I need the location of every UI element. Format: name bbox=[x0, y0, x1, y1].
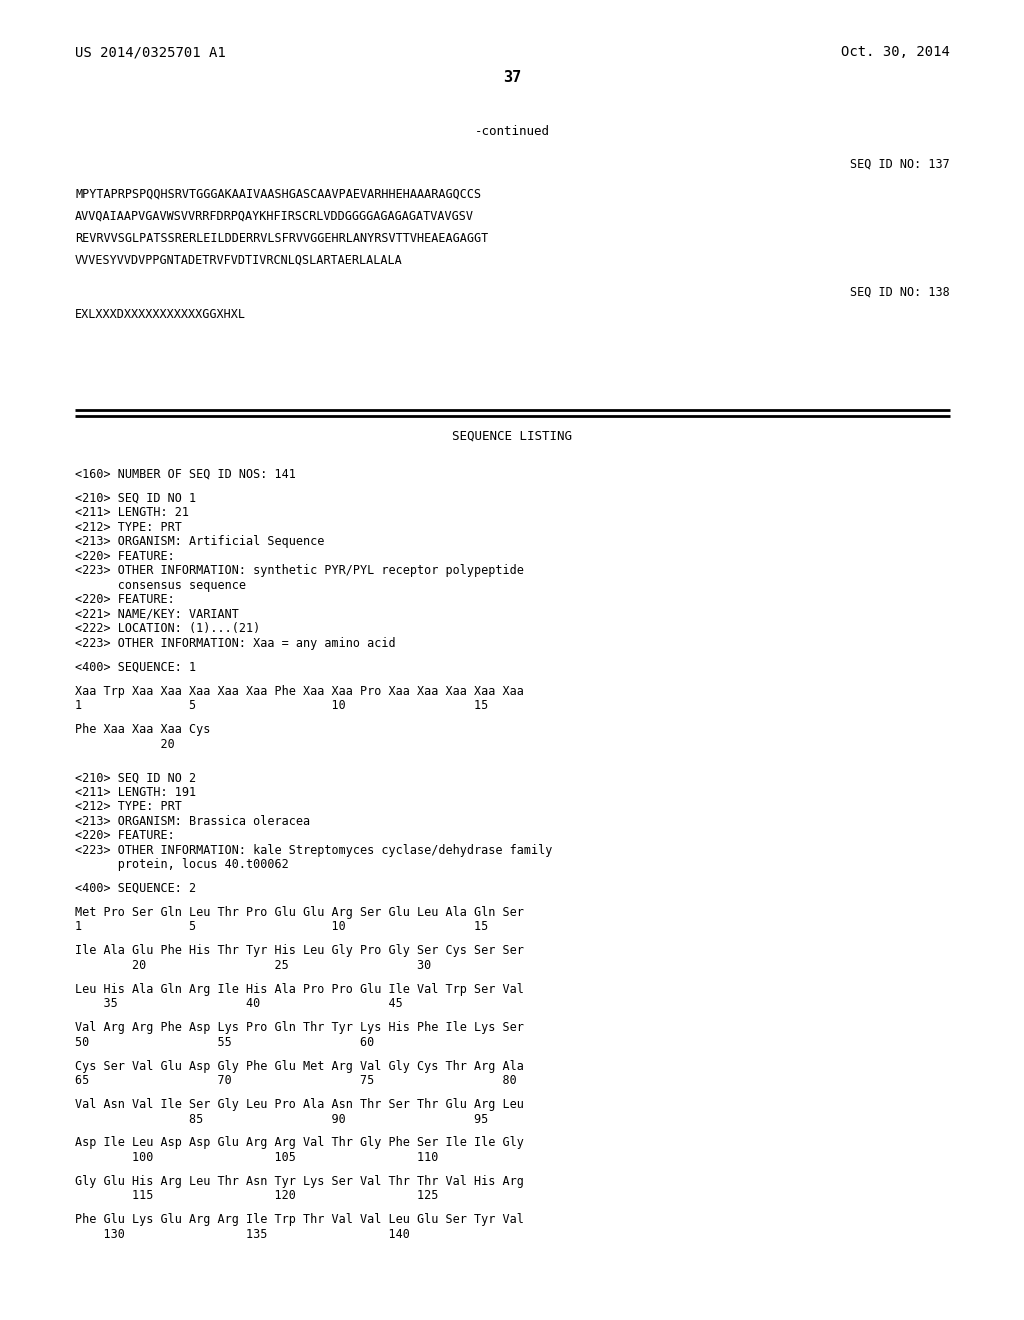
Text: 100                 105                 110: 100 105 110 bbox=[75, 1151, 438, 1164]
Text: 65                  70                  75                  80: 65 70 75 80 bbox=[75, 1074, 517, 1088]
Text: <222> LOCATION: (1)...(21): <222> LOCATION: (1)...(21) bbox=[75, 623, 260, 635]
Text: Cys Ser Val Glu Asp Gly Phe Glu Met Arg Val Gly Cys Thr Arg Ala: Cys Ser Val Glu Asp Gly Phe Glu Met Arg … bbox=[75, 1060, 524, 1073]
Text: SEQ ID NO: 137: SEQ ID NO: 137 bbox=[850, 158, 950, 172]
Text: AVVQAIAAPVGAVWSVVRRFDRPQAYKHFIRSCRLVDDGGGGAGAGAGATVAVGSV: AVVQAIAAPVGAVWSVVRRFDRPQAYKHFIRSCRLVDDGG… bbox=[75, 210, 474, 223]
Text: Val Arg Arg Phe Asp Lys Pro Gln Thr Tyr Lys His Phe Ile Lys Ser: Val Arg Arg Phe Asp Lys Pro Gln Thr Tyr … bbox=[75, 1022, 524, 1034]
Text: Oct. 30, 2014: Oct. 30, 2014 bbox=[841, 45, 950, 59]
Text: Gly Glu His Arg Leu Thr Asn Tyr Lys Ser Val Thr Thr Val His Arg: Gly Glu His Arg Leu Thr Asn Tyr Lys Ser … bbox=[75, 1175, 524, 1188]
Text: <220> FEATURE:: <220> FEATURE: bbox=[75, 594, 175, 606]
Text: <400> SEQUENCE: 1: <400> SEQUENCE: 1 bbox=[75, 661, 197, 673]
Text: <223> OTHER INFORMATION: Xaa = any amino acid: <223> OTHER INFORMATION: Xaa = any amino… bbox=[75, 638, 395, 649]
Text: 1               5                   10                  15: 1 5 10 15 bbox=[75, 920, 488, 933]
Text: SEQUENCE LISTING: SEQUENCE LISTING bbox=[452, 430, 572, 444]
Text: EXLXXXDXXXXXXXXXXXGGXHXL: EXLXXXDXXXXXXXXXXXGGXHXL bbox=[75, 308, 246, 321]
Text: <211> LENGTH: 21: <211> LENGTH: 21 bbox=[75, 507, 189, 520]
Text: <211> LENGTH: 191: <211> LENGTH: 191 bbox=[75, 785, 197, 799]
Text: <220> FEATURE:: <220> FEATURE: bbox=[75, 829, 175, 842]
Text: 130                 135                 140: 130 135 140 bbox=[75, 1228, 410, 1241]
Text: <213> ORGANISM: Brassica oleracea: <213> ORGANISM: Brassica oleracea bbox=[75, 814, 310, 828]
Text: <223> OTHER INFORMATION: kale Streptomyces cyclase/dehydrase family: <223> OTHER INFORMATION: kale Streptomyc… bbox=[75, 843, 552, 857]
Text: 20: 20 bbox=[75, 738, 175, 751]
Text: <221> NAME/KEY: VARIANT: <221> NAME/KEY: VARIANT bbox=[75, 609, 239, 620]
Text: 37: 37 bbox=[503, 70, 521, 84]
Text: <210> SEQ ID NO 2: <210> SEQ ID NO 2 bbox=[75, 771, 197, 784]
Text: -continued: -continued bbox=[474, 125, 550, 139]
Text: <212> TYPE: PRT: <212> TYPE: PRT bbox=[75, 521, 182, 533]
Text: 85                  90                  95: 85 90 95 bbox=[75, 1113, 488, 1126]
Text: Asp Ile Leu Asp Asp Glu Arg Arg Val Thr Gly Phe Ser Ile Ile Gly: Asp Ile Leu Asp Asp Glu Arg Arg Val Thr … bbox=[75, 1137, 524, 1150]
Text: REVRVVSGLPATSSRERLEILDDERRVLSFRVVGGEHRLANYRSVTTVHEAEAGAGGT: REVRVVSGLPATSSRERLEILDDERRVLSFRVVGGEHRLA… bbox=[75, 232, 488, 246]
Text: Met Pro Ser Gln Leu Thr Pro Glu Glu Arg Ser Glu Leu Ala Gln Ser: Met Pro Ser Gln Leu Thr Pro Glu Glu Arg … bbox=[75, 906, 524, 919]
Text: 35                  40                  45: 35 40 45 bbox=[75, 997, 402, 1010]
Text: <400> SEQUENCE: 2: <400> SEQUENCE: 2 bbox=[75, 882, 197, 895]
Text: consensus sequence: consensus sequence bbox=[75, 579, 246, 591]
Text: <160> NUMBER OF SEQ ID NOS: 141: <160> NUMBER OF SEQ ID NOS: 141 bbox=[75, 469, 296, 480]
Text: US 2014/0325701 A1: US 2014/0325701 A1 bbox=[75, 45, 225, 59]
Text: Phe Glu Lys Glu Arg Arg Ile Trp Thr Val Val Leu Glu Ser Tyr Val: Phe Glu Lys Glu Arg Arg Ile Trp Thr Val … bbox=[75, 1213, 524, 1226]
Text: VVVESYVVDVPPGNTADETRVFVDTIVRCNLQSLARTAERLALALA: VVVESYVVDVPPGNTADETRVFVDTIVRCNLQSLARTAER… bbox=[75, 253, 402, 267]
Text: Val Asn Val Ile Ser Gly Leu Pro Ala Asn Thr Ser Thr Glu Arg Leu: Val Asn Val Ile Ser Gly Leu Pro Ala Asn … bbox=[75, 1098, 524, 1111]
Text: Leu His Ala Gln Arg Ile His Ala Pro Pro Glu Ile Val Trp Ser Val: Leu His Ala Gln Arg Ile His Ala Pro Pro … bbox=[75, 983, 524, 995]
Text: SEQ ID NO: 138: SEQ ID NO: 138 bbox=[850, 286, 950, 300]
Text: <213> ORGANISM: Artificial Sequence: <213> ORGANISM: Artificial Sequence bbox=[75, 536, 325, 548]
Text: protein, locus 40.t00062: protein, locus 40.t00062 bbox=[75, 858, 289, 871]
Text: <223> OTHER INFORMATION: synthetic PYR/PYL receptor polypeptide: <223> OTHER INFORMATION: synthetic PYR/P… bbox=[75, 565, 524, 577]
Text: 20                  25                  30: 20 25 30 bbox=[75, 958, 431, 972]
Text: <210> SEQ ID NO 1: <210> SEQ ID NO 1 bbox=[75, 492, 197, 506]
Text: 50                  55                  60: 50 55 60 bbox=[75, 1036, 374, 1048]
Text: 115                 120                 125: 115 120 125 bbox=[75, 1189, 438, 1203]
Text: Xaa Trp Xaa Xaa Xaa Xaa Xaa Phe Xaa Xaa Pro Xaa Xaa Xaa Xaa Xaa: Xaa Trp Xaa Xaa Xaa Xaa Xaa Phe Xaa Xaa … bbox=[75, 685, 524, 698]
Text: MPYTAPRPSPQQHSRVTGGGAKAAIVAASHGASCAAVPAEVARHHEHAAARAGQCCS: MPYTAPRPSPQQHSRVTGGGAKAAIVAASHGASCAAVPAE… bbox=[75, 187, 481, 201]
Text: Ile Ala Glu Phe His Thr Tyr His Leu Gly Pro Gly Ser Cys Ser Ser: Ile Ala Glu Phe His Thr Tyr His Leu Gly … bbox=[75, 944, 524, 957]
Text: <220> FEATURE:: <220> FEATURE: bbox=[75, 550, 175, 562]
Text: 1               5                   10                  15: 1 5 10 15 bbox=[75, 700, 488, 713]
Text: Phe Xaa Xaa Xaa Cys: Phe Xaa Xaa Xaa Cys bbox=[75, 723, 210, 737]
Text: <212> TYPE: PRT: <212> TYPE: PRT bbox=[75, 800, 182, 813]
